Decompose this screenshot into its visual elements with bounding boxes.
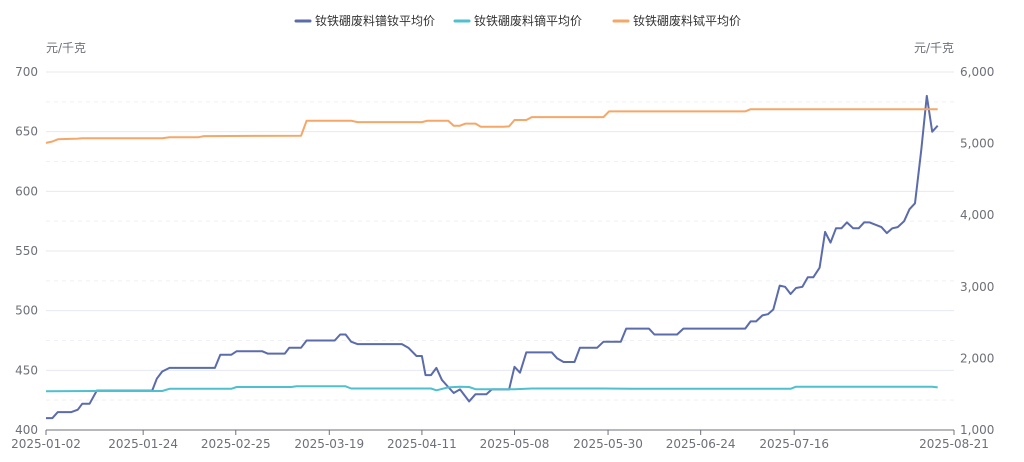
left-axis-unit: 元/千克 [46, 41, 86, 55]
x-tick-label: 2025-05-30 [573, 437, 643, 451]
x-tick-label: 2025-01-02 [11, 437, 81, 451]
series-layer [45, 94, 939, 420]
x-axis-ticks: 2025-01-02 2025-01-24 2025-02-25 2025-03-19… [11, 430, 989, 451]
right-axis-ticks: 1,000 2,000 3,000 4,000 5,000 6,000 [960, 65, 994, 437]
x-tick-label: 2025-01-24 [108, 437, 178, 451]
chart-legend: 钕铁硼废料镨钕平均价 钕铁硼废料镝平均价 钕铁硼废料铽平均价 [294, 13, 741, 28]
x-tick-label: 2025-03-19 [294, 437, 364, 451]
series-line-3 [45, 108, 938, 144]
left-tick-label: 450 [15, 363, 38, 377]
right-tick-label: 1,000 [960, 423, 994, 437]
left-tick-label: 400 [15, 423, 38, 437]
legend-label-1[interactable]: 钕铁硼废料镨钕平均价 [315, 13, 435, 28]
x-tick-label: 2025-04-11 [387, 437, 457, 451]
legend-label-2[interactable]: 钕铁硼废料镝平均价 [474, 13, 582, 28]
right-tick-label: 6,000 [960, 65, 994, 79]
legend-label-3[interactable]: 钕铁硼废料铽平均价 [633, 13, 741, 28]
series-line-1 [46, 94, 939, 420]
x-tick-label: 2025-08-21 [919, 437, 989, 451]
x-tick-label: 2025-07-16 [759, 437, 829, 451]
left-tick-label: 700 [15, 65, 38, 79]
right-tick-label: 2,000 [960, 351, 994, 365]
x-tick-label: 2025-06-24 [666, 437, 736, 451]
right-tick-label: 5,000 [960, 137, 994, 151]
right-axis-unit: 元/千克 [914, 41, 954, 55]
right-tick-label: 3,000 [960, 280, 994, 294]
right-tick-label: 4,000 [960, 208, 994, 222]
left-axis-ticks: 400 450 500 550 600 650 700 [15, 65, 38, 437]
left-tick-label: 550 [15, 244, 38, 258]
series-line-2 [45, 385, 938, 393]
x-tick-label: 2025-05-08 [480, 437, 550, 451]
left-tick-label: 650 [15, 125, 38, 139]
left-tick-label: 500 [15, 304, 38, 318]
left-tick-label: 600 [15, 184, 38, 198]
grid-lines [46, 71, 954, 401]
x-tick-label: 2025-02-25 [201, 437, 271, 451]
